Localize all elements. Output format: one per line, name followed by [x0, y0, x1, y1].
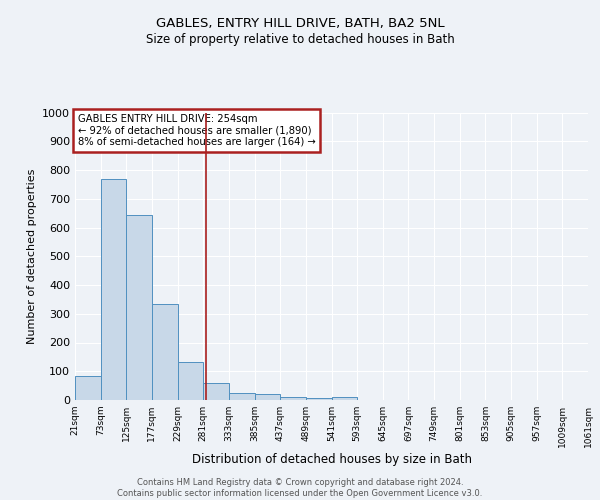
Bar	[152, 304, 178, 400]
Y-axis label: Number of detached properties: Number of detached properties	[26, 168, 37, 344]
Bar	[178, 362, 203, 400]
Bar	[127, 215, 152, 400]
Text: GABLES, ENTRY HILL DRIVE, BATH, BA2 5NL: GABLES, ENTRY HILL DRIVE, BATH, BA2 5NL	[155, 18, 445, 30]
Text: Size of property relative to detached houses in Bath: Size of property relative to detached ho…	[146, 32, 454, 46]
X-axis label: Distribution of detached houses by size in Bath: Distribution of detached houses by size …	[191, 452, 472, 466]
Bar	[254, 394, 280, 400]
Bar	[101, 178, 127, 400]
Bar	[203, 383, 229, 400]
Bar	[280, 397, 306, 400]
Bar	[229, 393, 254, 400]
Bar	[306, 398, 331, 400]
Text: Contains HM Land Registry data © Crown copyright and database right 2024.
Contai: Contains HM Land Registry data © Crown c…	[118, 478, 482, 498]
Bar	[331, 397, 357, 400]
Text: GABLES ENTRY HILL DRIVE: 254sqm
← 92% of detached houses are smaller (1,890)
8% : GABLES ENTRY HILL DRIVE: 254sqm ← 92% of…	[77, 114, 316, 147]
Bar	[75, 376, 101, 400]
